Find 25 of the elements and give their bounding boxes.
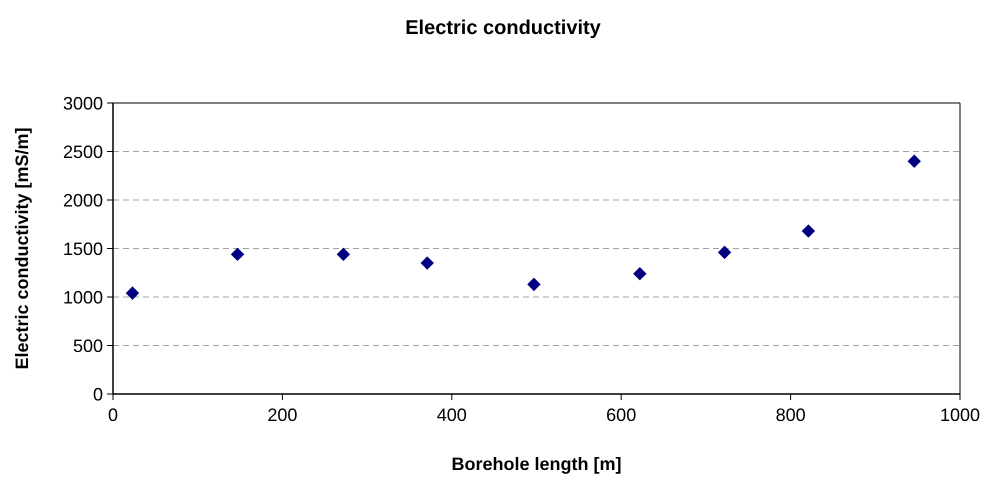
point: [633, 267, 647, 280]
x-tick-label: 800: [776, 405, 806, 425]
x-axis-title: Borehole length [m]: [452, 454, 622, 474]
y-tick-label: 500: [72, 336, 103, 356]
y-axis-title: Electric conductivity [mS/m]: [12, 127, 32, 370]
point: [718, 246, 732, 260]
chart-title: Electric conductivity: [405, 17, 602, 39]
y-tick-label: 1500: [62, 238, 103, 259]
y-tick-label: 2000: [62, 190, 103, 210]
x-tick-label: 600: [606, 405, 636, 425]
x-tick-label: 0: [108, 405, 118, 425]
point: [420, 256, 434, 270]
point: [527, 278, 541, 292]
point: [802, 224, 816, 238]
x-tick-label: 200: [267, 405, 298, 425]
y-tick-label: 1000: [62, 287, 103, 308]
point: [336, 248, 350, 262]
point: [908, 154, 921, 168]
y-tick-label: 2500: [62, 142, 103, 162]
x-tick-label: 1000: [940, 405, 980, 425]
y-tick-label: 0: [92, 384, 103, 404]
point: [230, 248, 244, 262]
point: [126, 286, 140, 300]
y-tick-label: 3000: [62, 93, 103, 114]
x-tick-label: 400: [436, 405, 467, 425]
